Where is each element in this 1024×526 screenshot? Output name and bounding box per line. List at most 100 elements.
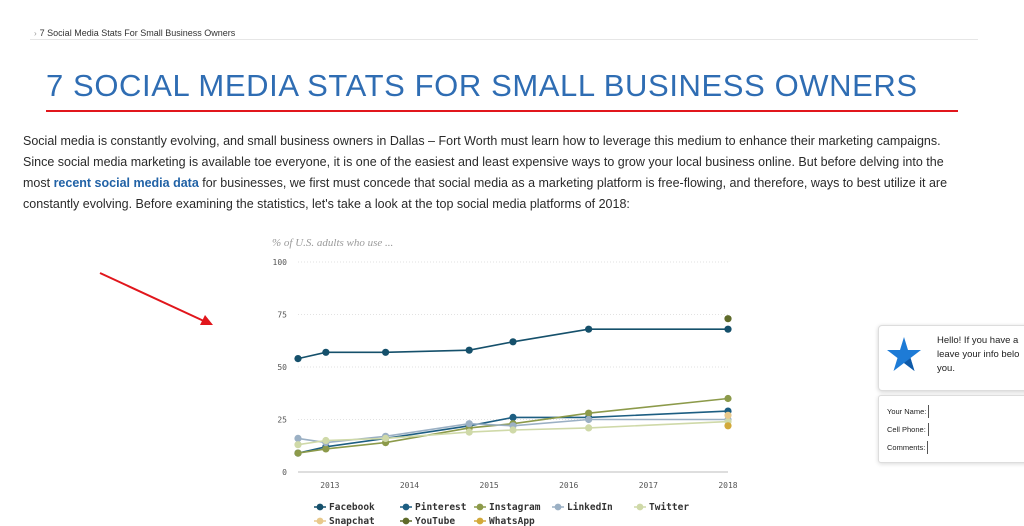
data-point (509, 426, 517, 434)
phone-input[interactable] (927, 422, 1009, 436)
legend-item-whatsapp: WhatsApp (474, 516, 535, 526)
intro-paragraph: Social media is constantly evolving, and… (23, 131, 973, 215)
intro-text-2: for businesses, we first must concede th… (23, 176, 948, 211)
legend-label: YouTube (415, 516, 455, 526)
series-whatsapp (724, 422, 732, 430)
chat-widget[interactable]: Hello! If you have a leave your info belo… (878, 325, 1024, 391)
legend-swatch (316, 517, 324, 525)
annotation-arrow (99, 272, 207, 323)
data-point (724, 394, 732, 403)
legend-swatch (636, 503, 644, 511)
legend-item-snapchat: Snapchat (314, 516, 375, 526)
series-line (297, 397, 729, 454)
annotation-arrowhead (200, 315, 213, 325)
data-point (381, 439, 390, 447)
data-point (585, 325, 593, 333)
legend-label: Snapchat (329, 516, 375, 526)
x-tick-label: 2014 (400, 481, 419, 490)
legend-label: LinkedIn (567, 502, 613, 513)
legend-label: Instagram (489, 502, 541, 513)
data-point (381, 348, 390, 356)
data-point (465, 346, 473, 354)
chart-title: % of U.S. adults who use ... (272, 237, 393, 249)
data-point (509, 422, 517, 430)
x-tick-label: 2018 (718, 481, 737, 490)
series-linkedin (294, 415, 732, 447)
data-point (465, 428, 473, 436)
series-pinterest (294, 407, 732, 457)
data-point (465, 422, 473, 430)
series-line (297, 410, 729, 454)
chat-message: Hello! If you have a leave your info belo… (937, 335, 1020, 374)
series-line (297, 420, 729, 446)
legend-item-linkedin: LinkedIn (552, 502, 613, 513)
legend-item-facebook: Facebook (314, 502, 375, 513)
breadcrumb: › 7 Social Media Stats For Small Busines… (34, 28, 235, 38)
star-icon (887, 337, 921, 371)
data-point (509, 338, 517, 346)
data-point (724, 418, 732, 426)
recent-social-media-data-link[interactable]: recent social media data (53, 176, 199, 190)
legend-swatch (476, 517, 484, 525)
y-tick-label: 100 (273, 258, 288, 267)
data-point (294, 355, 302, 363)
series-line (297, 328, 728, 360)
x-tick-label: 2016 (559, 481, 578, 490)
legend-item-pinterest: Pinterest (400, 502, 466, 513)
y-tick-label: 0 (282, 468, 287, 477)
data-point (294, 441, 302, 449)
name-row: Your Name: (887, 404, 1009, 418)
data-point (381, 434, 390, 442)
page-title: 7 SOCIAL MEDIA STATS FOR SMALL BUSINESS … (46, 68, 918, 103)
intro-text-1: Social media is constantly evolving, and… (23, 134, 944, 190)
legend-swatch (402, 503, 410, 511)
data-point (322, 445, 330, 453)
legend-item-youtube: YouTube (400, 516, 455, 526)
breadcrumb-divider (30, 39, 978, 40)
legend-swatch (476, 503, 484, 511)
series-twitter (294, 418, 732, 449)
comments-label: Comments: (887, 442, 926, 452)
x-tick-label: 2017 (639, 481, 658, 490)
legend-swatch (554, 503, 562, 511)
data-point (724, 415, 732, 424)
data-point (724, 325, 732, 333)
series-line (297, 418, 728, 444)
series-instagram (294, 394, 732, 457)
data-point (585, 424, 593, 432)
legend-swatch (402, 517, 410, 525)
legend-label: Pinterest (415, 502, 466, 513)
data-point (322, 443, 330, 451)
comments-row: Comments: (887, 440, 1008, 454)
name-input[interactable] (928, 404, 1009, 418)
legend-item-instagram: Instagram (474, 502, 541, 513)
data-point (381, 434, 390, 442)
name-label: Your Name: (887, 406, 927, 416)
data-point (294, 434, 302, 442)
legend-label: Facebook (329, 502, 375, 513)
data-point (465, 420, 473, 428)
x-tick-label: 2015 (479, 481, 498, 490)
data-point (509, 420, 517, 428)
legend-label: Twitter (649, 502, 689, 513)
data-point (465, 424, 473, 432)
phone-row: Cell Phone: (887, 422, 1009, 436)
comments-input[interactable] (927, 440, 1008, 454)
data-point (724, 315, 732, 323)
data-point (381, 432, 390, 440)
legend-label: WhatsApp (489, 516, 535, 526)
title-underline (46, 110, 958, 112)
data-point (322, 348, 330, 356)
data-point (585, 415, 593, 424)
series-facebook (294, 325, 732, 363)
chat-form: Your Name: Cell Phone: Comments: (878, 395, 1024, 463)
y-tick-label: 50 (277, 363, 287, 372)
data-point (585, 413, 593, 421)
breadcrumb-separator: › (34, 28, 37, 38)
data-point (294, 449, 302, 457)
y-tick-label: 75 (277, 311, 287, 320)
x-tick-label: 2013 (320, 481, 339, 490)
phone-label: Cell Phone: (887, 424, 926, 434)
series-youtube (724, 315, 732, 323)
data-point (724, 411, 732, 419)
